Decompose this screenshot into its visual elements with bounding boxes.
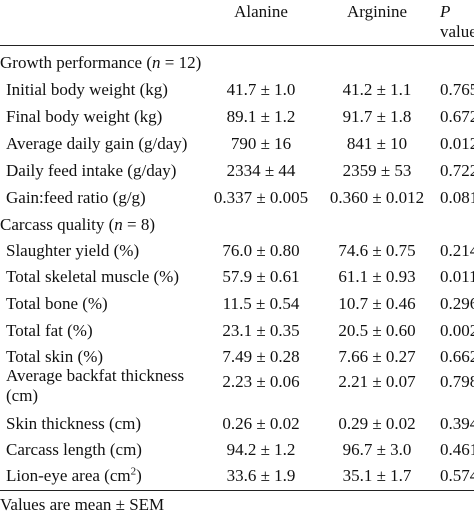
p-value: 0.002	[440, 321, 474, 340]
table-row: Carcass length (cm) 94.2 ± 1.2 96.7 ± 3.…	[0, 440, 474, 468]
footer-rule	[0, 490, 474, 491]
section-growth-title: Growth performance (n = 12)	[0, 53, 474, 81]
table-row: Final body weight (kg) 89.1 ± 1.2 91.7 ±…	[0, 107, 474, 135]
row-label-continued: (cm)	[6, 386, 39, 405]
table-row: Lion-eye area (cm2) 33.6 ± 1.9 35.1 ± 1.…	[0, 466, 474, 494]
arginine-value: 91.7 ± 1.8	[342, 107, 412, 126]
alanine-value: 11.5 ± 0.54	[222, 294, 300, 313]
row-label-superscript: 2	[130, 465, 137, 478]
alanine-value: 41.7 ± 1.0	[226, 80, 296, 99]
table-row: Total skin (%) 7.49 ± 0.28 7.66 ± 0.27 0…	[0, 347, 474, 375]
p-value: 0.722	[440, 161, 474, 180]
arginine-value: 0.360 ± 0.012	[329, 188, 425, 207]
table-row: Total fat (%) 23.1 ± 0.35 20.5 ± 0.60 0.…	[0, 321, 474, 349]
p-value: 0.662	[440, 347, 474, 366]
row-label: Lion-eye area (cm2)	[6, 466, 142, 486]
alanine-value: 0.337 ± 0.005	[213, 188, 309, 207]
row-label: Carcass length (cm)	[6, 440, 142, 459]
section-title-suffix: = 12)	[160, 53, 202, 72]
p-value: 0.012	[440, 134, 474, 153]
alanine-value: 2.23 ± 0.06	[222, 372, 300, 391]
row-label: Total skeletal muscle (%)	[6, 267, 179, 286]
alanine-value: 7.49 ± 0.28	[222, 347, 300, 366]
row-label: Gain:feed ratio (g/g)	[6, 188, 146, 207]
row-label: Final body weight (kg)	[6, 107, 163, 126]
alanine-value: 0.26 ± 0.02	[222, 414, 300, 433]
alanine-value: 76.0 ± 0.80	[222, 241, 300, 260]
arginine-value: 61.1 ± 0.93	[338, 267, 416, 286]
row-label: Average daily gain (g/day)	[6, 134, 188, 153]
row-label: Skin thickness (cm)	[6, 414, 142, 433]
alanine-value: 790 ± 16	[230, 134, 292, 153]
header-rule	[0, 45, 474, 46]
arginine-value: 2.21 ± 0.07	[338, 372, 416, 391]
p-value: 0.798	[440, 372, 474, 391]
arginine-value: 96.7 ± 3.0	[342, 440, 412, 459]
table-row: Total bone (%) 11.5 ± 0.54 10.7 ± 0.46 0…	[0, 294, 474, 322]
table-row: Gain:feed ratio (g/g) 0.337 ± 0.005 0.36…	[0, 188, 474, 216]
header-arginine: Arginine	[346, 2, 408, 21]
header-alanine: Alanine	[234, 2, 288, 21]
arginine-value: 10.7 ± 0.46	[338, 294, 416, 313]
section-carcass-title: Carcass quality (n = 8)	[0, 215, 474, 243]
p-value: 0.672	[440, 107, 474, 126]
table-row: Total skeletal muscle (%) 57.9 ± 0.61 61…	[0, 267, 474, 295]
arginine-value: 20.5 ± 0.60	[338, 321, 416, 340]
table-row: Slaughter yield (%) 76.0 ± 0.80 74.6 ± 0…	[0, 241, 474, 269]
section-title-n: n	[152, 53, 161, 72]
section-title-prefix: Carcass quality (	[0, 215, 115, 234]
p-value: 0.765	[440, 80, 474, 99]
row-label: Total fat (%)	[6, 321, 93, 340]
p-value: 0.011	[440, 267, 474, 286]
alanine-value: 23.1 ± 0.35	[222, 321, 300, 340]
p-value: 0.394	[440, 414, 474, 433]
header-p-value: value	[440, 22, 474, 41]
table-row: Average daily gain (g/day) 790 ± 16 841 …	[0, 134, 474, 162]
table-row: Daily feed intake (g/day) 2334 ± 44 2359…	[0, 161, 474, 189]
section-title-prefix: Growth performance (	[0, 53, 152, 72]
row-label: Total bone (%)	[6, 294, 108, 313]
table-row: Average backfat thickness (cm) 2.23 ± 0.…	[0, 366, 474, 410]
p-value: 0.296	[440, 294, 474, 313]
header-p-letter: P	[440, 2, 451, 21]
arginine-value: 841 ± 10	[346, 134, 408, 153]
p-value: 0.214	[440, 241, 474, 260]
alanine-value: 57.9 ± 0.61	[222, 267, 300, 286]
p-value: 0.081	[440, 188, 474, 207]
row-label: Slaughter yield (%)	[6, 241, 140, 260]
alanine-value: 94.2 ± 1.2	[226, 440, 296, 459]
arginine-value: 7.66 ± 0.27	[338, 347, 416, 366]
row-label: Initial body weight (kg)	[6, 80, 168, 99]
row-label-text: Lion-eye area (cm	[6, 466, 131, 485]
row-label: Daily feed intake (g/day)	[6, 161, 177, 180]
arginine-value: 41.2 ± 1.1	[342, 80, 412, 99]
arginine-value: 74.6 ± 0.75	[338, 241, 416, 260]
header-p: P	[440, 2, 450, 22]
row-label: Average backfat thickness	[6, 366, 185, 385]
row-label: Total skin (%)	[6, 347, 104, 366]
table-row: Skin thickness (cm) 0.26 ± 0.02 0.29 ± 0…	[0, 414, 474, 442]
table-row: Initial body weight (kg) 41.7 ± 1.0 41.2…	[0, 80, 474, 108]
p-value: 0.574	[440, 466, 474, 485]
footnote: Values are mean ± SEM	[0, 495, 165, 514]
arginine-value: 35.1 ± 1.7	[342, 466, 412, 485]
alanine-value: 2334 ± 44	[226, 161, 296, 180]
alanine-value: 33.6 ± 1.9	[226, 466, 296, 485]
alanine-value: 89.1 ± 1.2	[226, 107, 296, 126]
arginine-value: 2359 ± 53	[342, 161, 412, 180]
section-title-suffix: = 8)	[122, 215, 155, 234]
row-label-end: )	[136, 466, 142, 485]
arginine-value: 0.29 ± 0.02	[338, 414, 416, 433]
section-title-n: n	[114, 215, 123, 234]
p-value: 0.461	[440, 440, 474, 459]
